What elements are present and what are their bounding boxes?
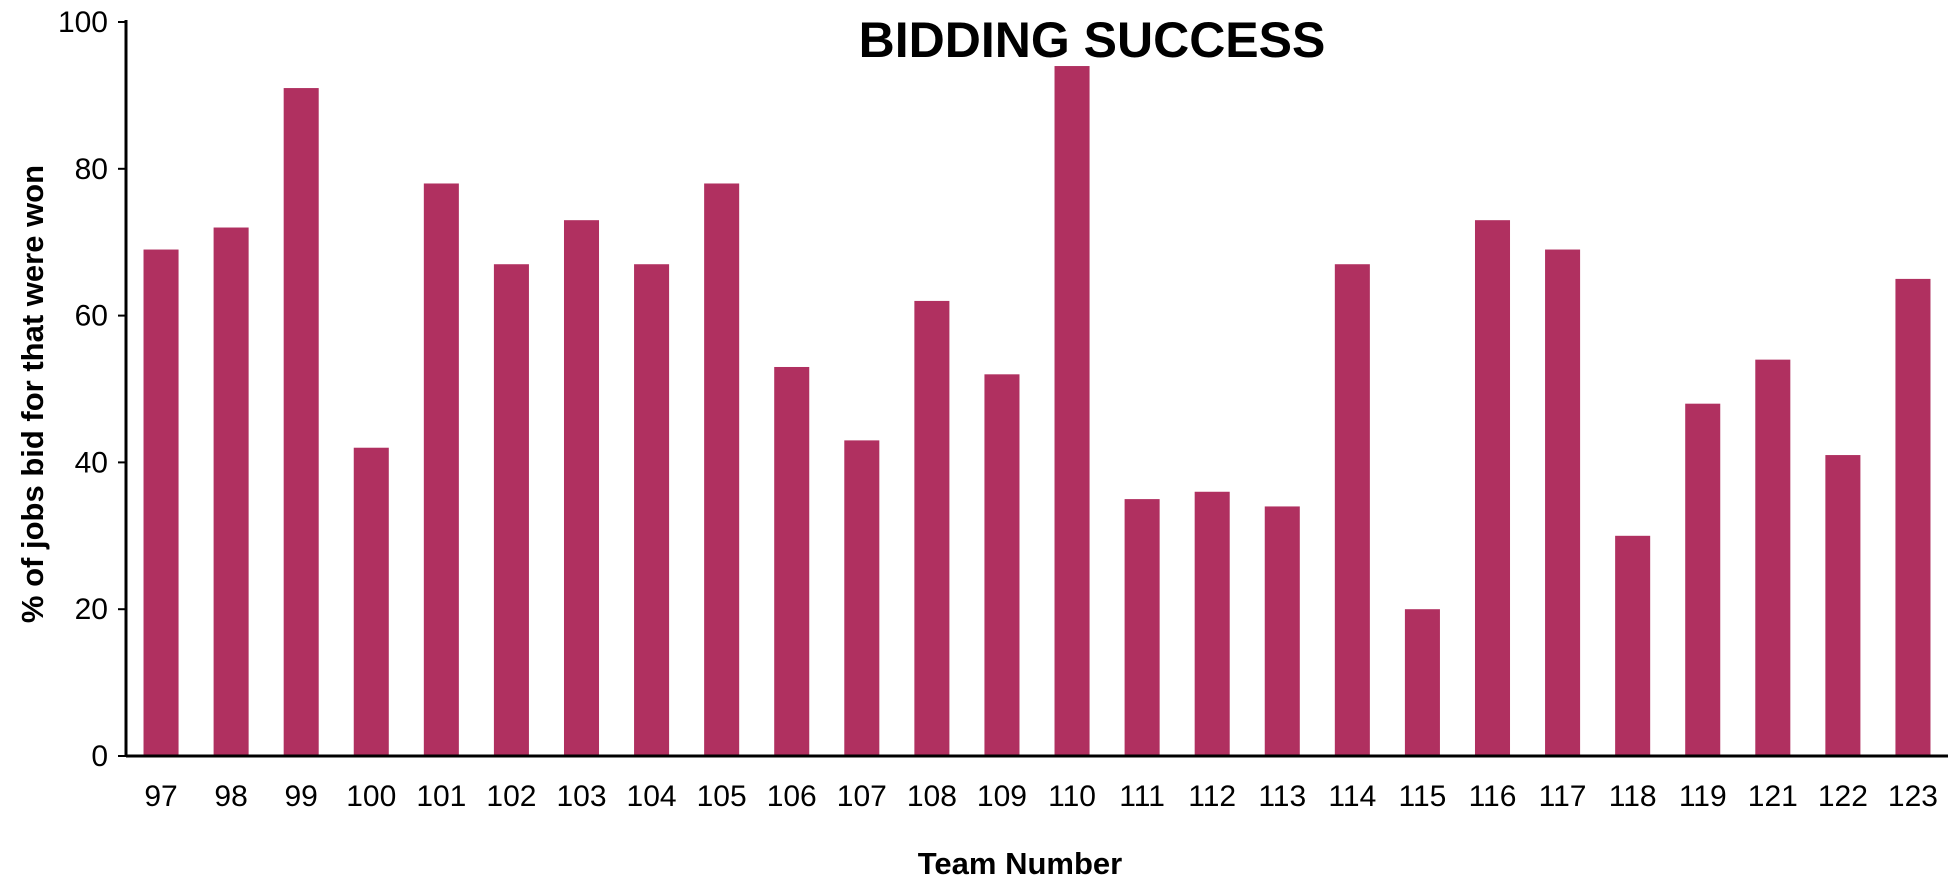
chart-title: BIDDING SUCCESS (859, 12, 1326, 68)
bar-team-112 (1194, 491, 1230, 756)
y-tick-label: 100 (58, 6, 108, 39)
x-tick-label: 113 (1258, 780, 1306, 813)
bar-team-105 (704, 183, 740, 757)
x-tick-label: 99 (285, 780, 318, 813)
bar-team-113 (1264, 506, 1300, 756)
bar-team-106 (774, 366, 810, 756)
x-axis-ticks: 97 98 99 100 101 102 103 104 105 106 107 108 109 110 1… (144, 780, 1938, 813)
bar-team-102 (493, 264, 529, 756)
x-tick-label: 102 (486, 780, 536, 813)
bar-team-109 (984, 374, 1020, 756)
bar-team-118 (1615, 535, 1651, 756)
bar-team-121 (1755, 359, 1791, 756)
y-tick-label: 80 (75, 153, 108, 186)
bar-team-99 (283, 88, 319, 756)
x-tick-label: 108 (907, 780, 957, 813)
bar-team-103 (563, 220, 600, 756)
bar-team-98 (213, 227, 249, 756)
x-tick-label: 98 (214, 780, 247, 813)
x-tick-label: 119 (1679, 780, 1727, 813)
x-tick-label: 122 (1818, 780, 1868, 813)
x-tick-label: 109 (977, 780, 1027, 813)
x-tick-label: 97 (144, 780, 177, 813)
y-tick-label: 60 (75, 300, 108, 333)
x-tick-label: 110 (1048, 780, 1096, 813)
y-axis-title: % of jobs bid for that were won (15, 165, 50, 623)
x-tick-label: 100 (346, 780, 396, 813)
x-tick-label: 112 (1188, 780, 1236, 813)
x-tick-label: 115 (1399, 780, 1447, 813)
x-tick-label: 123 (1888, 780, 1938, 813)
bar-team-101 (423, 183, 459, 757)
y-tick-label: 20 (75, 593, 108, 626)
bar-team-122 (1825, 455, 1861, 756)
bar-team-110 (1054, 66, 1090, 757)
bar-team-108 (914, 300, 950, 756)
x-tick-label: 103 (556, 780, 606, 813)
x-tick-label: 106 (767, 780, 817, 813)
y-tick-label: 40 (75, 446, 108, 479)
bar-team-114 (1334, 264, 1370, 756)
x-tick-label: 118 (1609, 780, 1657, 813)
x-tick-label: 121 (1748, 780, 1798, 813)
x-tick-label: 111 (1119, 780, 1165, 813)
x-tick-label: 101 (416, 780, 466, 813)
y-tick-label: 0 (91, 740, 108, 773)
bar-team-100 (353, 447, 389, 756)
bar-team-123 (1895, 278, 1931, 756)
y-axis-ticks: 0 20 40 60 80 100 (58, 6, 126, 773)
x-tick-label: 117 (1539, 780, 1587, 813)
bar-team-111 (1124, 499, 1160, 756)
x-tick-label: 104 (627, 780, 677, 813)
bar-team-119 (1685, 403, 1721, 756)
bar-team-97 (143, 249, 179, 757)
x-tick-label: 114 (1328, 780, 1376, 813)
x-tick-label: 107 (837, 780, 887, 813)
x-tick-label: 116 (1469, 780, 1517, 813)
x-tick-label: 105 (697, 780, 747, 813)
bar-team-107 (844, 440, 880, 756)
bar-team-115 (1404, 609, 1440, 756)
bars (143, 66, 1931, 757)
bar-team-104 (634, 264, 670, 756)
bar-team-116 (1474, 220, 1511, 756)
bar-team-117 (1545, 249, 1581, 757)
x-axis-title: Team Number (918, 846, 1122, 881)
